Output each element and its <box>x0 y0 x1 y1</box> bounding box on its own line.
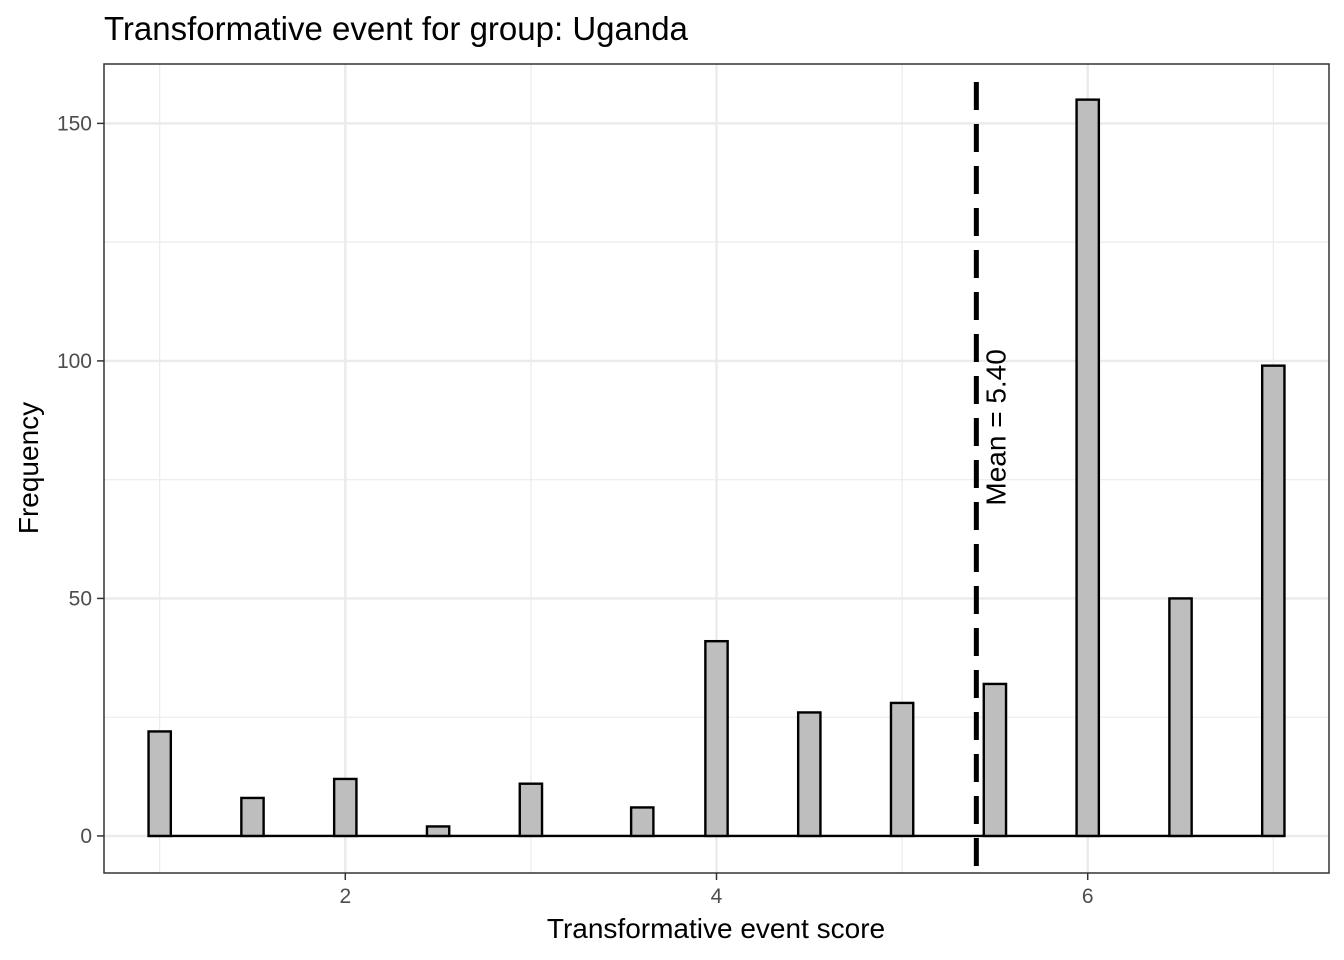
histogram-bar <box>240 796 265 838</box>
histogram-bar <box>147 730 173 838</box>
histogram-bar <box>889 701 915 838</box>
y-axis-ticks: 0 50 100 150 <box>57 112 104 848</box>
x-tick-label: 4 <box>711 885 723 908</box>
histogram-bar <box>704 639 729 838</box>
histogram-bar <box>425 825 451 838</box>
histogram-bar <box>629 806 655 838</box>
histogram-bar <box>982 682 1008 838</box>
y-axis-title: Frequency <box>13 402 44 534</box>
mean-label: Mean = 5.40 <box>980 349 1011 505</box>
chart-title: Transformative event for group: Uganda <box>104 10 689 47</box>
y-tick-label: 0 <box>80 825 92 848</box>
x-tick-label: 6 <box>1082 885 1094 908</box>
y-tick-label: 50 <box>69 587 92 610</box>
mean-group: Mean = 5.40 <box>973 82 1011 873</box>
bars-group <box>147 98 1286 838</box>
y-tick-label: 100 <box>57 350 92 373</box>
histogram-bar <box>332 777 358 838</box>
plot-panel: Mean = 5.40 <box>103 63 1330 874</box>
histogram-bar <box>1260 364 1286 838</box>
y-tick-label: 150 <box>57 112 92 135</box>
histogram-bar <box>796 711 822 838</box>
histogram-bar <box>1075 98 1101 838</box>
histogram-bar <box>518 782 544 838</box>
x-axis-ticks: 2 4 6 <box>339 873 1094 908</box>
x-tick-label: 2 <box>339 885 351 908</box>
x-axis-title: Transformative event score <box>547 913 885 944</box>
histogram-bar <box>1168 597 1193 838</box>
